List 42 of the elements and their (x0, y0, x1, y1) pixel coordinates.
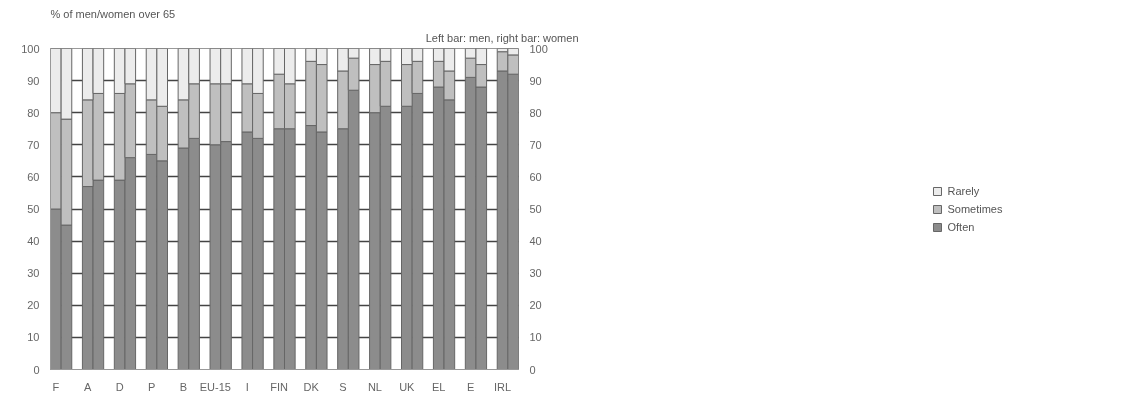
y-tick-label: 40 (27, 235, 40, 248)
y2-tick-label: 80 (529, 106, 542, 119)
y2-tick-label: 100 (529, 42, 548, 55)
y-tick-label: 90 (27, 74, 40, 87)
y2-tick-label: 50 (529, 203, 542, 215)
x-tick-label: EL (432, 380, 446, 393)
legend-label: Sometimes (947, 202, 1003, 215)
y-tick-label: 60 (27, 170, 40, 183)
x-tick-label: IRL (493, 380, 512, 393)
y-tick-label: 80 (27, 106, 40, 119)
y2-tick-label: 60 (529, 170, 542, 183)
x-tick-label: S (339, 380, 347, 393)
x-tick-label: UK (399, 380, 416, 393)
x-tick-label: D (115, 380, 124, 393)
x-tick-label: EU-15 (199, 380, 231, 393)
x-tick-label: F (52, 380, 60, 393)
y-tick-label: 10 (27, 331, 40, 344)
x-tick-label: B (179, 380, 188, 393)
x-tick-label: E (466, 380, 475, 393)
x-tick-label: P (147, 380, 156, 393)
text: Left bar: men, right bar: women (425, 31, 579, 44)
y-tick-label: 0 (33, 363, 40, 376)
y2-tick-label: 90 (529, 74, 542, 87)
y2-tick-label: 30 (529, 267, 542, 280)
y-tick-label: 70 (27, 138, 40, 151)
x-tick-label: FIN (270, 380, 289, 393)
y2-tick-label: 70 (529, 138, 542, 151)
y-axis-title: % of men/women over 65 (50, 7, 176, 20)
legend-label: Rarely (947, 184, 980, 197)
x-tick-label: DK (303, 380, 320, 393)
y2-tick-label: 0 (529, 363, 536, 376)
y-tick-label: 50 (27, 203, 40, 215)
y-tick-label: 100 (21, 42, 40, 55)
y-tick-label: 30 (27, 267, 40, 280)
legend-label: Often (947, 220, 975, 233)
y2-tick-label: 10 (529, 331, 542, 344)
y-tick-label: 20 (27, 299, 40, 312)
x-tick-label: NL (367, 380, 382, 393)
x-tick-label: A (84, 380, 93, 393)
x-tick-label: I (245, 380, 249, 393)
y2-tick-label: 40 (529, 235, 542, 248)
y2-tick-label: 20 (529, 299, 542, 312)
